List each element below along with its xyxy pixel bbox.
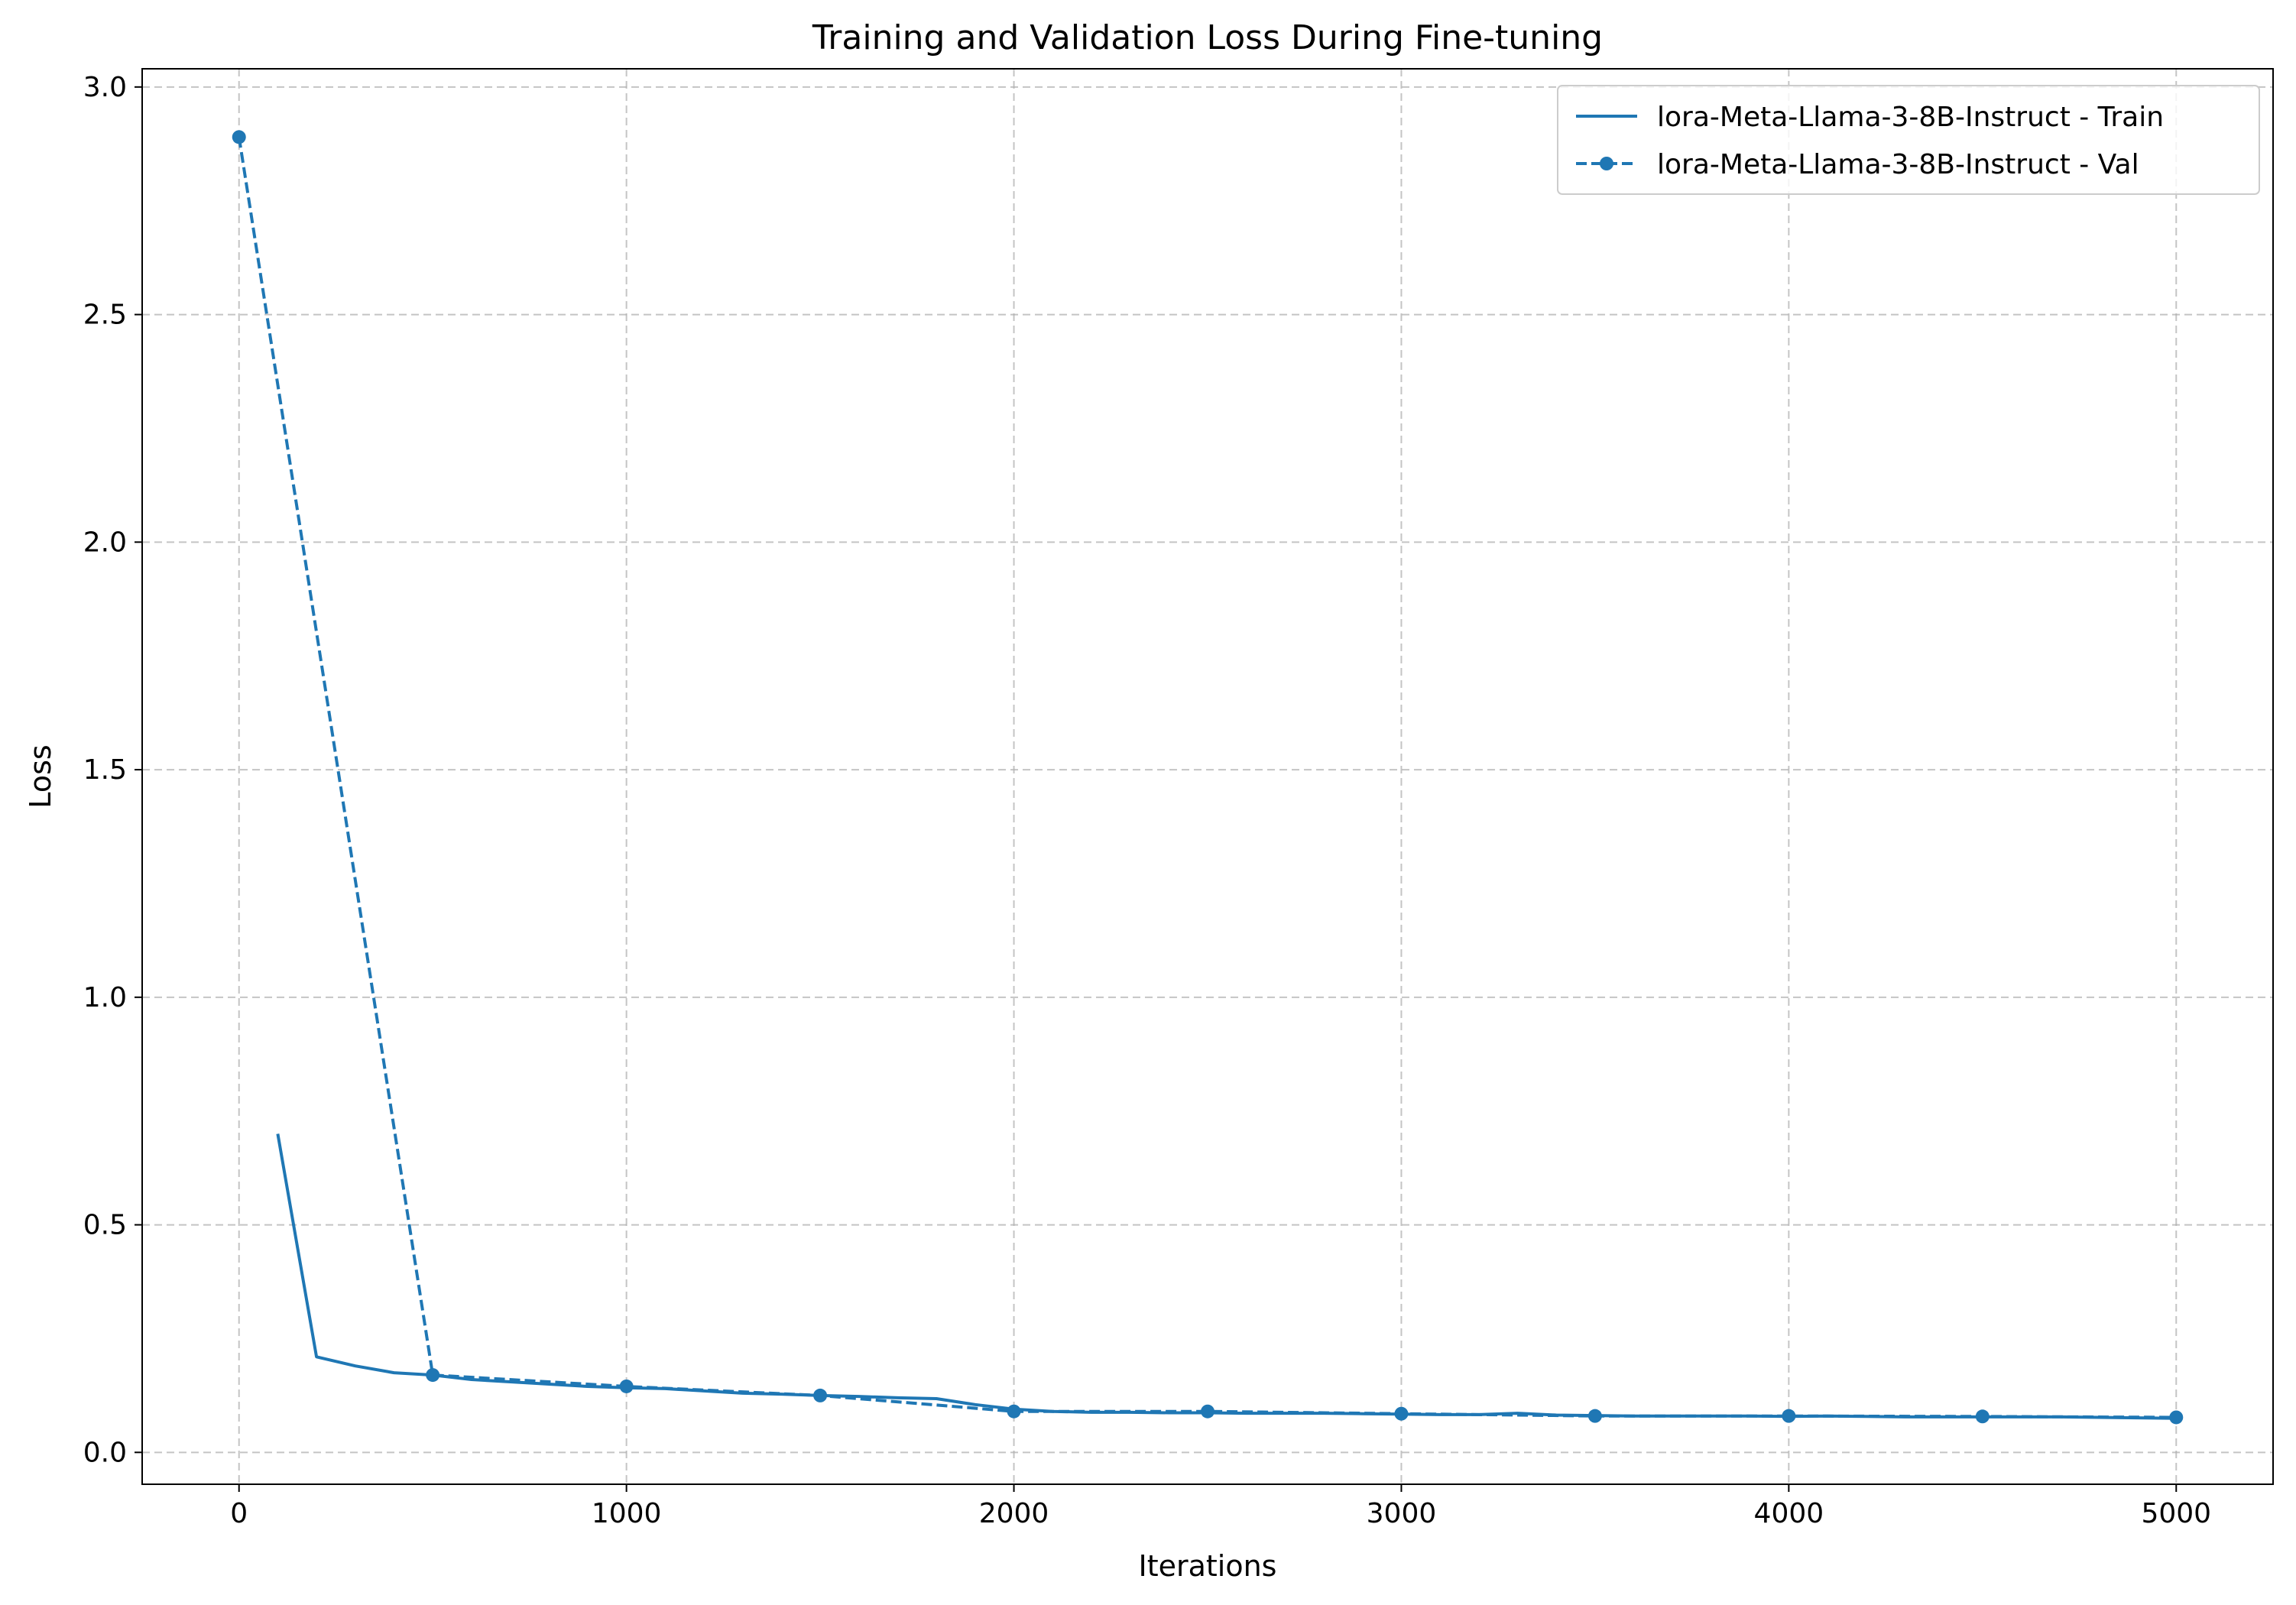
y-tick-label: 2.0 <box>83 527 127 558</box>
x-tick-label: 1000 <box>592 1498 662 1529</box>
val-loss-point <box>1782 1409 1796 1423</box>
x-tick-label: 2000 <box>979 1498 1049 1529</box>
x-tick-label: 3000 <box>1367 1498 1437 1529</box>
x-tick-label: 5000 <box>2141 1498 2211 1529</box>
val-loss-point <box>1587 1409 1602 1423</box>
val-loss-point <box>1007 1404 1021 1419</box>
x-tick-label: 4000 <box>1754 1498 1824 1529</box>
legend-box <box>1557 85 2260 195</box>
y-tick-label: 3.0 <box>83 72 127 103</box>
val-loss-point <box>1394 1406 1409 1421</box>
x-tick-label: 0 <box>230 1498 248 1529</box>
val-loss-point <box>232 130 246 144</box>
y-axis-label: Loss <box>24 744 57 808</box>
plot-frame <box>141 68 2274 1485</box>
x-axis-label: Iterations <box>1139 1549 1277 1583</box>
legend: lora-Meta-Llama-3-8B-Instruct - Train lo… <box>1557 85 2260 195</box>
y-tick-label: 1.0 <box>83 982 127 1013</box>
val-loss-point <box>619 1379 634 1393</box>
val-loss-point <box>2169 1410 2184 1425</box>
val-loss-point <box>426 1368 440 1383</box>
val-loss-point <box>813 1388 828 1402</box>
val-loss-point <box>1201 1404 1214 1419</box>
chart-title: Training and Validation Loss During Fine… <box>812 18 1603 57</box>
val-loss-line <box>237 136 2177 1419</box>
y-tick-label: 2.5 <box>83 300 127 331</box>
y-tick-label: 0.0 <box>83 1437 127 1468</box>
y-tick-label: 0.5 <box>83 1210 127 1241</box>
y-tick-label: 1.5 <box>83 754 127 786</box>
plot-area <box>142 69 2273 1484</box>
legend-val-label: lora-Meta-Llama-3-8B-Instruct - Val <box>1657 149 2139 180</box>
legend-val-marker <box>1600 157 1613 170</box>
legend-train-label: lora-Meta-Llama-3-8B-Instruct - Train <box>1657 102 2164 133</box>
val-loss-point <box>1975 1409 1990 1424</box>
series-layer <box>232 130 2184 1425</box>
axis-ticks: 0 1000 2000 3000 4000 5000 0.0 0.5 1.0 1.5 2.0 2.5 3… <box>83 72 2211 1529</box>
